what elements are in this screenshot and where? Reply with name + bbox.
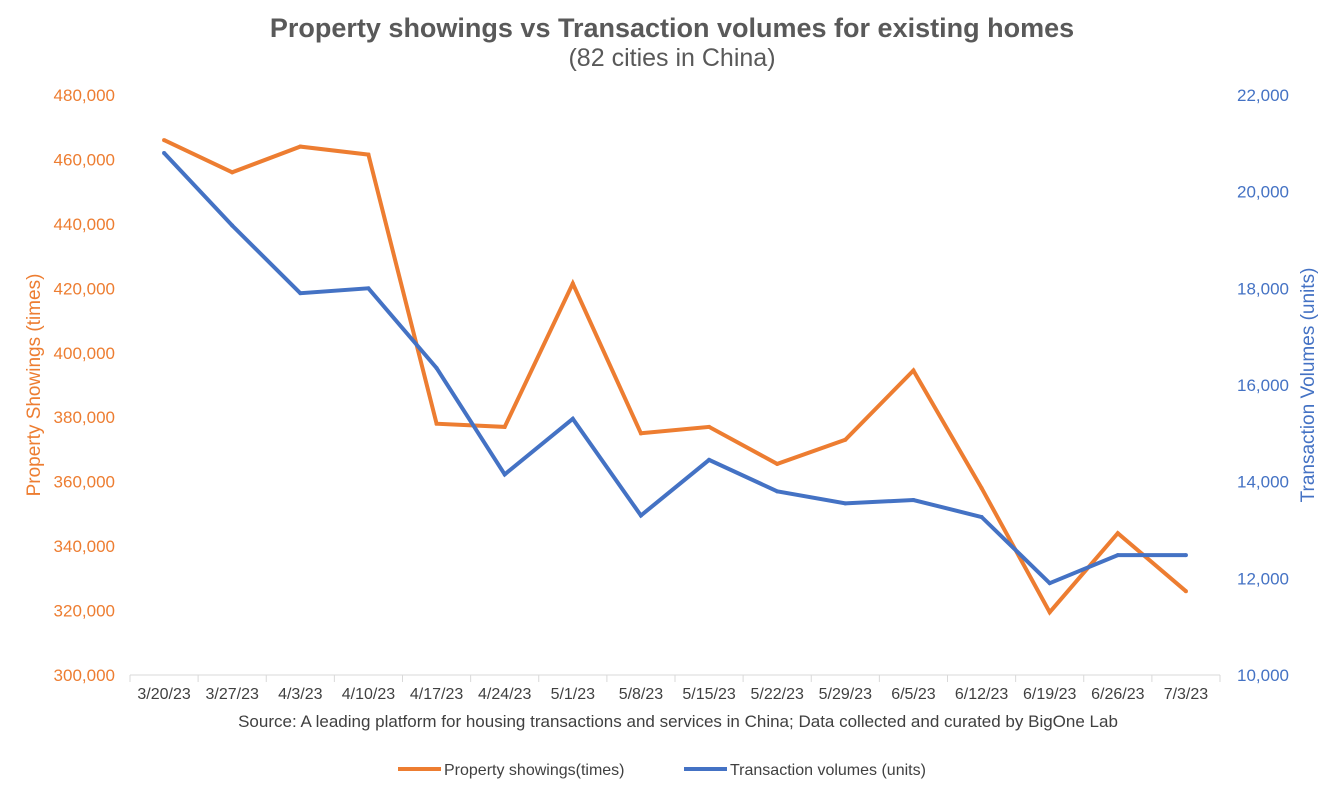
data-point: [911, 498, 916, 503]
x-tick-label: 4/10/23: [342, 686, 395, 703]
right-tick-label: 14,000: [1237, 473, 1289, 492]
data-point: [1183, 553, 1188, 558]
left-tick-label: 460,000: [54, 150, 115, 169]
legend-label-property-showings: Property showings(times): [444, 762, 625, 779]
left-tick-label: 420,000: [54, 279, 115, 298]
x-tick-label: 3/27/23: [205, 686, 258, 703]
right-tick-label: 16,000: [1237, 376, 1289, 395]
data-point: [638, 513, 643, 518]
source-note: Source: A leading platform for housing t…: [238, 712, 1118, 731]
left-tick-label: 400,000: [54, 344, 115, 363]
data-point: [570, 416, 575, 421]
left-tick-label: 300,000: [54, 666, 115, 685]
left-tick-label: 440,000: [54, 215, 115, 234]
data-point: [366, 152, 371, 157]
data-point: [434, 366, 439, 371]
data-point: [707, 424, 712, 429]
data-point: [366, 286, 371, 291]
x-tick-label: 7/3/23: [1164, 686, 1209, 703]
x-tick-label: 4/24/23: [478, 686, 531, 703]
left-tick-label: 360,000: [54, 473, 115, 492]
data-point: [230, 223, 235, 228]
data-point: [843, 437, 848, 442]
x-tick-label: 5/8/23: [619, 686, 664, 703]
data-point: [843, 501, 848, 506]
x-tick-label: 3/20/23: [137, 686, 190, 703]
data-point: [775, 461, 780, 466]
data-point: [162, 138, 167, 143]
data-point: [638, 431, 643, 436]
right-tick-label: 18,000: [1237, 279, 1289, 298]
left-tick-label: 320,000: [54, 602, 115, 621]
left-axis-title: Property Showings (times): [24, 274, 45, 497]
right-tick-label: 20,000: [1237, 183, 1289, 202]
x-tick-label: 6/12/23: [955, 686, 1008, 703]
x-tick-label: 5/29/23: [819, 686, 872, 703]
series-line-transaction-volumes: [162, 151, 1186, 586]
right-tick-label: 12,000: [1237, 569, 1289, 588]
legend-label-transaction-volumes: Transaction volumes (units): [730, 762, 926, 779]
legend: Property showings(times) Transaction vol…: [398, 762, 926, 779]
left-tick-label: 380,000: [54, 408, 115, 427]
right-tick-label: 22,000: [1237, 86, 1289, 105]
data-point: [979, 514, 984, 519]
x-tick-label: 6/26/23: [1091, 686, 1144, 703]
right-tick-label: 10,000: [1237, 666, 1289, 685]
series-line-property-showings: [163, 138, 1188, 616]
x-tick-label: 5/1/23: [551, 686, 596, 703]
x-tick-label: 4/17/23: [410, 686, 463, 703]
data-point: [1183, 589, 1188, 594]
data-point: [502, 472, 507, 477]
data-point: [707, 457, 712, 462]
chart-subtitle: (82 cities in China): [568, 44, 775, 72]
data-point: [502, 424, 507, 429]
right-axis-title: Transaction Volumes (units): [1298, 268, 1319, 503]
chart-title: Property showings vs Transaction volumes…: [270, 13, 1074, 43]
data-point: [298, 144, 303, 149]
x-tick-label: 5/22/23: [750, 686, 803, 703]
data-point: [1115, 553, 1120, 558]
x-tick-label: 6/5/23: [891, 686, 936, 703]
left-tick-label: 340,000: [54, 537, 115, 556]
data-point: [1047, 610, 1052, 615]
data-point: [911, 368, 916, 373]
x-tick-label: 6/19/23: [1023, 686, 1076, 703]
data-point: [775, 489, 780, 494]
left-tick-label: 480,000: [54, 86, 115, 105]
x-tick-label: 4/3/23: [278, 686, 323, 703]
x-tick-label: 5/15/23: [682, 686, 735, 703]
data-point: [230, 170, 235, 175]
data-point: [1115, 531, 1120, 536]
data-point: [162, 151, 167, 155]
data-point: [570, 281, 575, 286]
data-point: [434, 421, 439, 426]
data-point: [298, 291, 303, 296]
data-point: [1047, 581, 1052, 586]
data-point: [979, 486, 984, 491]
